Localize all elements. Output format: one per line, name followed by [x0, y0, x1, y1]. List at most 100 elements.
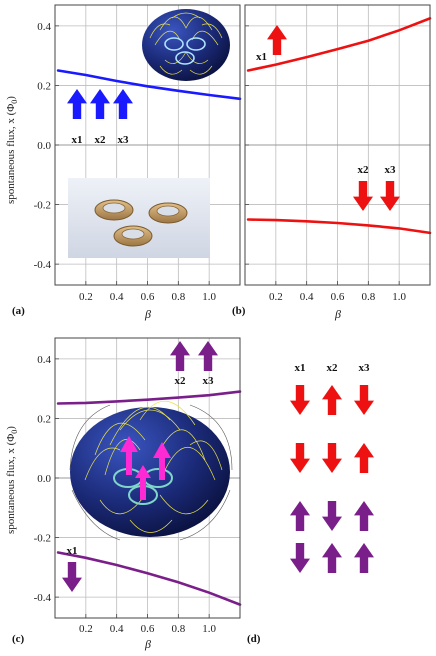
- spin-up-arrow-icon: [170, 341, 190, 371]
- spin-up-arrow-icon: [67, 89, 87, 119]
- x-tick-label: 1.0: [202, 291, 216, 303]
- x-axis-label-c: β: [144, 637, 151, 651]
- panel-a-plot: 0.2 0.4 0.6 0.8 1.0 -0.4 -0.2 0.0 0.2 0.4: [34, 21, 242, 303]
- x-tick-label: 0.6: [331, 291, 345, 303]
- ring-icon: [94, 199, 134, 221]
- panel-b-arrows: x1 x2 x3: [256, 25, 400, 211]
- spin-label-x1: x1: [67, 545, 78, 557]
- x-tick-label: 0.2: [269, 291, 283, 303]
- panel-b: 0.2 0.4 0.6 0.8 1.0 x1 x2 x3: [244, 4, 432, 303]
- spin-down-arrow-icon: [322, 443, 342, 473]
- spin-up-arrow-icon: [113, 89, 133, 119]
- panel-label-c: (c): [12, 633, 25, 645]
- x-tick-label: 0.4: [110, 623, 124, 635]
- y-tick-label: 0.2: [37, 80, 51, 92]
- x-tick-label: 0.4: [110, 291, 124, 303]
- x-tick-label: 1.0: [392, 291, 406, 303]
- y-tick-label: 0.2: [37, 413, 51, 425]
- y-tick-label: 0.4: [37, 21, 51, 33]
- column-header-x1: x1: [295, 362, 306, 374]
- panel-label-a: (a): [12, 305, 25, 317]
- column-header-x3: x3: [359, 362, 371, 374]
- spin-up-arrow-icon: [322, 385, 342, 415]
- panel-b-plot: 0.2 0.4 0.6 0.8 1.0: [245, 17, 432, 303]
- flux-sphere-icon: [142, 9, 230, 81]
- x-tick-label: 0.2: [79, 623, 93, 635]
- spin-down-arrow-icon: [353, 181, 373, 211]
- series-line-1: [56, 69, 242, 101]
- flux-sphere-icon: [70, 407, 230, 537]
- panel-a: 0.2 0.4 0.6 0.8 1.0 -0.4 -0.2 0.0 0.2 0.4 x1 x2 x3: [34, 4, 242, 303]
- x-tick-label: 0.6: [141, 623, 155, 635]
- y-tick-label: -0.2: [34, 533, 51, 545]
- ring-icon: [164, 37, 184, 51]
- y-tick-label: -0.4: [34, 592, 52, 604]
- spin-down-arrow-icon: [380, 181, 400, 211]
- x-tick-label: 0.8: [171, 623, 185, 635]
- spin-down-arrow-icon: [322, 501, 342, 531]
- y-tick-label: -0.2: [34, 200, 51, 212]
- spin-label-x1: x1: [72, 134, 83, 146]
- spin-up-arrow-icon: [322, 543, 342, 573]
- x-tick-label: 1.0: [202, 623, 216, 635]
- x-tick-label: 0.8: [171, 291, 185, 303]
- ring-icon: [148, 202, 188, 224]
- y-axis-label-a: spontaneous flux, x (Φ0): [5, 96, 19, 204]
- spin-label-x2: x2: [175, 375, 187, 387]
- spin-label-x3: x3: [203, 375, 215, 387]
- spin-label-x3: x3: [385, 164, 397, 176]
- x-tick-label: 0.4: [300, 291, 314, 303]
- panel-a-frame: [54, 4, 241, 286]
- series-line-1: [56, 390, 242, 405]
- panel-a-arrows: x1 x2 x3: [67, 89, 133, 146]
- ring-icon: [175, 51, 195, 65]
- panel-d-spin-configurations: x1 x2 x3: [290, 362, 374, 573]
- spin-up-arrow-icon: [290, 501, 310, 531]
- panel-c-plot: 0.2 0.4 0.6 0.8 1.0 -0.4 -0.2 0.0 0.2 0.4: [34, 354, 242, 635]
- spin-down-arrow-icon: [290, 443, 310, 473]
- ring-icon: [186, 37, 206, 51]
- magnetic-moment-arrows-icon: [120, 436, 171, 500]
- column-header-x2: x2: [327, 362, 339, 374]
- x-tick-label: 0.6: [141, 291, 155, 303]
- x-axis-label-a: β: [144, 307, 151, 321]
- panel-b-grid: [245, 5, 430, 285]
- panel-label-d: (d): [247, 633, 261, 645]
- panel-c-frame: [54, 337, 241, 619]
- series-line-2: [56, 551, 242, 606]
- field-lines-icon: [69, 404, 233, 541]
- x-axis-label-b: β: [334, 307, 341, 321]
- x-tick-label: 0.8: [361, 291, 375, 303]
- spin-down-arrow-icon: [62, 562, 82, 592]
- spin-label-x1: x1: [256, 51, 267, 63]
- field-lines-icon: [84, 400, 223, 533]
- spin-up-arrow-icon: [354, 543, 374, 573]
- panel-c-sphere-illustration: [69, 400, 233, 541]
- panel-b-frame: [244, 4, 431, 286]
- spin-up-arrow-icon: [198, 341, 218, 371]
- series-line-2: [246, 218, 432, 235]
- spin-down-arrow-icon: [290, 543, 310, 573]
- panel-c: 0.2 0.4 0.6 0.8 1.0 -0.4 -0.2 0.0 0.2 0.4 x1 x2 x3: [34, 337, 242, 635]
- spin-up-arrow-icon: [90, 89, 110, 119]
- spin-up-arrow-icon: [354, 501, 374, 531]
- field-lines-icon: [149, 12, 223, 75]
- y-tick-label: 0.0: [37, 473, 51, 485]
- panel-label-b: (b): [232, 305, 246, 317]
- y-tick-label: -0.4: [34, 259, 52, 271]
- y-tick-label: 0.4: [37, 354, 51, 366]
- spin-down-arrow-icon: [354, 385, 374, 415]
- series-line-1: [246, 17, 432, 72]
- spin-down-arrow-icon: [290, 385, 310, 415]
- panel-a-sphere-illustration: [142, 9, 230, 81]
- y-axis-label-c: spontaneous flux, x (Φ0): [5, 426, 19, 534]
- spin-label-x3: x3: [118, 134, 130, 146]
- panel-a-inset-rings: [68, 178, 210, 258]
- y-tick-label: 0.0: [37, 140, 51, 152]
- panel-c-arrows: x1 x2 x3: [62, 341, 218, 592]
- spin-up-arrow-icon: [267, 25, 287, 55]
- x-tick-label: 0.2: [79, 291, 93, 303]
- spin-label-x2: x2: [95, 134, 107, 146]
- spin-up-arrow-icon: [354, 443, 374, 473]
